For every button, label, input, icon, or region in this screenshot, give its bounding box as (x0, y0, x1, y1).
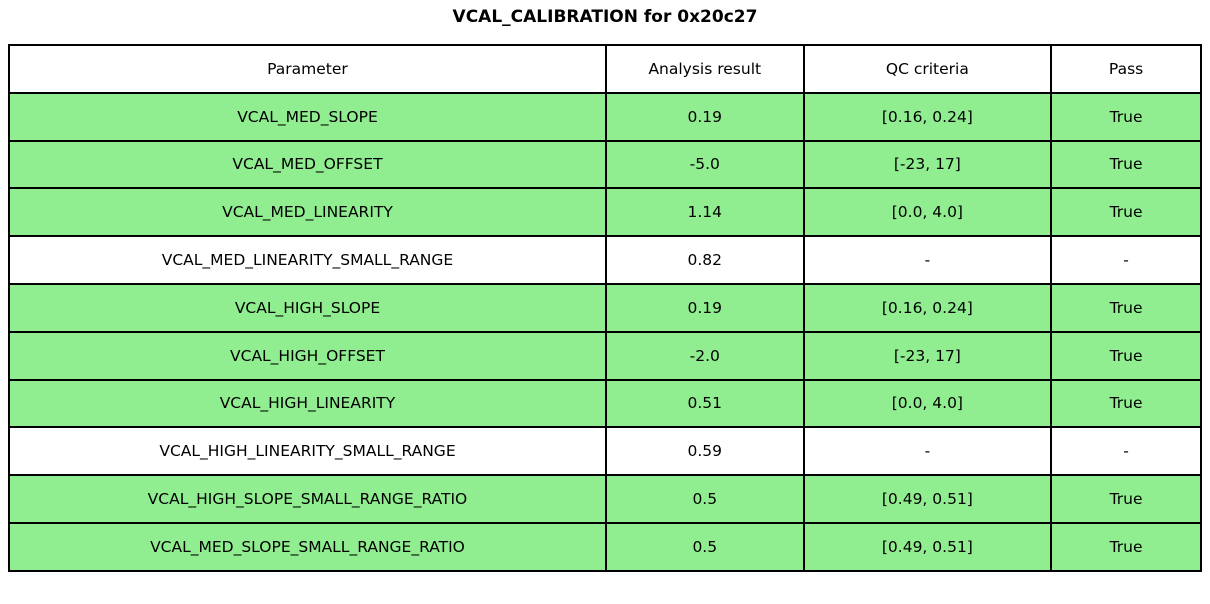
column-header: Pass (1050, 44, 1202, 94)
parameter-cell: VCAL_HIGH_SLOPE_SMALL_RANGE_RATIO (8, 474, 607, 524)
pass-cell: True (1050, 282, 1202, 333)
table-row: VCAL_HIGH_OFFSET -2.0 [-23, 17] True (8, 330, 1202, 381)
analysis-result-cell: -5.0 (604, 139, 805, 190)
pass-cell: - (1050, 235, 1202, 285)
qc-criteria-cell: [0.16, 0.24] (802, 91, 1053, 142)
parameter-cell: VCAL_HIGH_OFFSET (8, 330, 607, 381)
table-row: VCAL_HIGH_SLOPE_SMALL_RANGE_RATIO 0.5 [0.4… (8, 474, 1202, 524)
figure-title: VCAL_CALIBRATION for 0x20c27 (452, 7, 758, 27)
table-row: VCAL_HIGH_LINEARITY_SMALL_RANGE 0.59- - (8, 426, 1202, 477)
qc-results-table: Parameter Analysis result QC criteria Pass … (8, 44, 1202, 572)
qc-criteria-cell: [0.49, 0.51] (802, 521, 1053, 572)
parameter-cell: VCAL_HIGH_SLOPE (8, 282, 607, 333)
table-row: VCAL_HIGH_SLOPE 0.19 [0.16, 0.24] True (8, 282, 1202, 333)
table-row: VCAL_MED_LINEARITY 1.14 [0.0, 4.0] True (8, 187, 1202, 238)
table-row: VCAL_MED_OFFSET -5.0 [-23, 17] True (8, 139, 1202, 190)
qc-criteria-cell: - (802, 235, 1053, 285)
parameter-cell: VCAL_MED_OFFSET (8, 139, 607, 190)
table-row: VCAL_MED_LINEARITY_SMALL_RANGE 0.82- - (8, 235, 1202, 285)
table-header-row: Parameter Analysis result QC criteria Pass (8, 44, 1202, 94)
qc-criteria-cell: - (802, 426, 1053, 477)
table-row: VCAL_HIGH_LINEARITY 0.51 [0.0, 4.0] True (8, 378, 1202, 429)
pass-cell: True (1050, 330, 1202, 381)
column-header: Analysis result (604, 44, 805, 94)
analysis-result-cell: 0.19 (604, 91, 805, 142)
analysis-result-cell: 0.51 (604, 378, 805, 429)
column-header: Parameter (8, 44, 607, 94)
parameter-cell: VCAL_HIGH_LINEARITY (8, 378, 607, 429)
parameter-cell: VCAL_MED_SLOPE (8, 91, 607, 142)
qc-criteria-cell: [0.0, 4.0] (802, 378, 1053, 429)
analysis-result-cell: 0.59 (604, 426, 805, 477)
column-header: QC criteria (802, 44, 1053, 94)
analysis-result-cell: 0.5 (604, 521, 805, 572)
parameter-cell: VCAL_MED_LINEARITY (8, 187, 607, 238)
analysis-result-cell: 0.82 (604, 235, 805, 285)
analysis-result-cell: 0.5 (604, 474, 805, 524)
analysis-result-cell: -2.0 (604, 330, 805, 381)
table-row: VCAL_MED_SLOPE 0.19 [0.16, 0.24] True (8, 91, 1202, 142)
pass-cell: True (1050, 139, 1202, 190)
analysis-result-cell: 1.14 (604, 187, 805, 238)
qc-criteria-cell: [-23, 17] (802, 330, 1053, 381)
pass-cell: True (1050, 521, 1202, 572)
qc-criteria-cell: [0.16, 0.24] (802, 282, 1053, 333)
pass-cell: True (1050, 378, 1202, 429)
table-body: VCAL_MED_SLOPE 0.19 [0.16, 0.24] True VCAL_M… (8, 91, 1202, 572)
pass-cell: True (1050, 91, 1202, 142)
parameter-cell: VCAL_MED_SLOPE_SMALL_RANGE_RATIO (8, 521, 607, 572)
qc-criteria-cell: [0.0, 4.0] (802, 187, 1053, 238)
pass-cell: - (1050, 426, 1202, 477)
analysis-result-cell: 0.19 (604, 282, 805, 333)
parameter-cell: VCAL_HIGH_LINEARITY_SMALL_RANGE (8, 426, 607, 477)
pass-cell: True (1050, 474, 1202, 524)
qc-criteria-cell: [0.49, 0.51] (802, 474, 1053, 524)
pass-cell: True (1050, 187, 1202, 238)
parameter-cell: VCAL_MED_LINEARITY_SMALL_RANGE (8, 235, 607, 285)
qc-criteria-cell: [-23, 17] (802, 139, 1053, 190)
table-row: VCAL_MED_SLOPE_SMALL_RANGE_RATIO 0.5 [0.49… (8, 521, 1202, 572)
